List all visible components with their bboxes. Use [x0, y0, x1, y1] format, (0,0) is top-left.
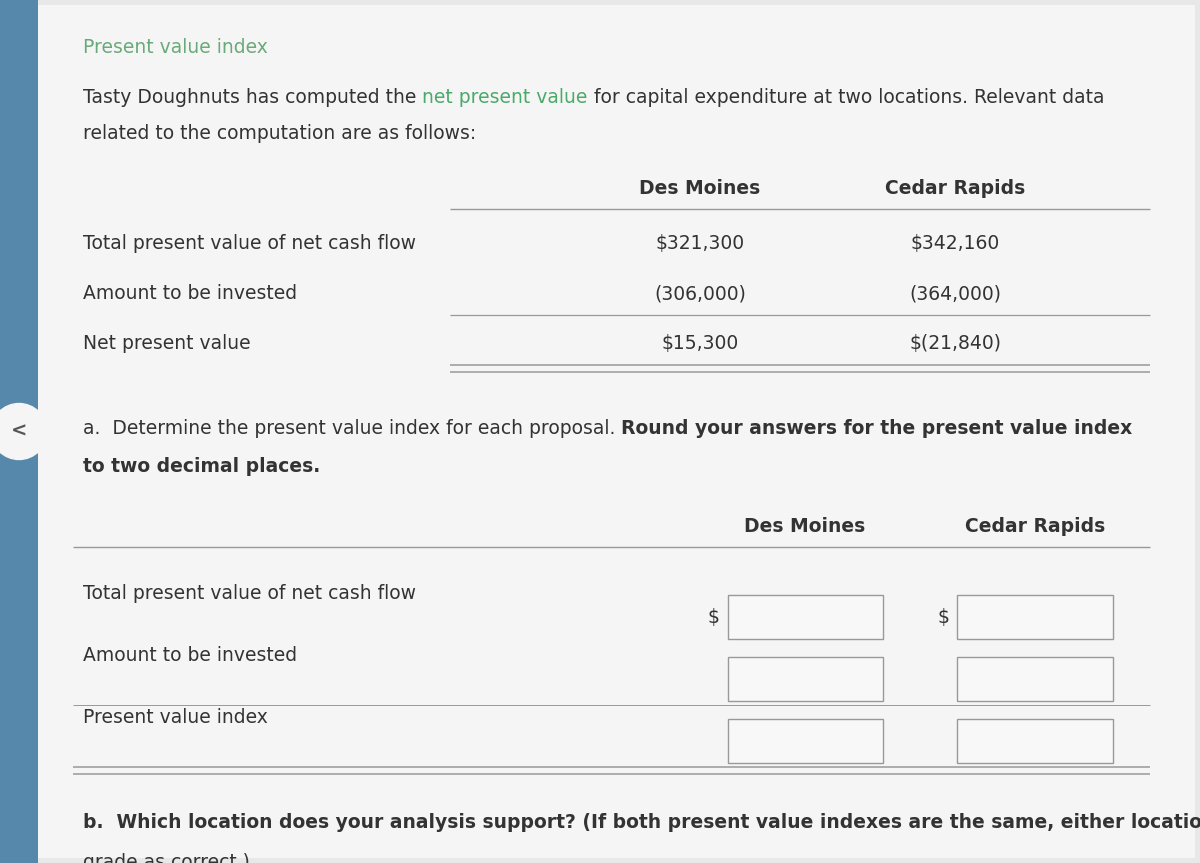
Text: a.  Determine the present value index for each proposal.: a. Determine the present value index for… [83, 419, 622, 438]
Text: $15,300: $15,300 [661, 334, 739, 353]
Text: $: $ [937, 608, 949, 627]
Text: Des Moines: Des Moines [640, 179, 761, 198]
Text: $(21,840): $(21,840) [910, 334, 1001, 353]
Text: Cedar Rapids: Cedar Rapids [965, 517, 1105, 536]
Bar [727, 595, 882, 639]
Bar [958, 595, 1112, 639]
Text: Total present value of net cash flow: Total present value of net cash flow [83, 584, 416, 603]
Text: Cedar Rapids: Cedar Rapids [884, 179, 1025, 198]
Bar [727, 657, 882, 701]
Text: Net present value: Net present value [83, 334, 251, 353]
Bar [0, 0, 38, 863]
Text: net present value: net present value [422, 88, 588, 107]
Text: grade as correct.): grade as correct.) [83, 853, 250, 863]
Text: $321,300: $321,300 [655, 234, 744, 253]
Text: b.  Which location does your analysis support? (If both present value indexes ar: b. Which location does your analysis sup… [83, 813, 1200, 832]
Text: (306,000): (306,000) [654, 284, 746, 303]
Text: for capital expenditure at two locations. Relevant data: for capital expenditure at two locations… [588, 88, 1104, 107]
Text: <: < [11, 422, 28, 441]
Text: $: $ [708, 608, 720, 627]
Bar [958, 657, 1112, 701]
Text: to two decimal places.: to two decimal places. [83, 457, 320, 476]
Bar [958, 719, 1112, 763]
Text: Amount to be invested: Amount to be invested [83, 646, 298, 665]
Text: Amount to be invested: Amount to be invested [83, 284, 298, 303]
Text: Round your answers for the present value index: Round your answers for the present value… [622, 419, 1133, 438]
Text: (364,000): (364,000) [910, 284, 1001, 303]
Text: Present value index: Present value index [83, 38, 268, 57]
Text: Tasty Doughnuts has computed the: Tasty Doughnuts has computed the [83, 88, 422, 107]
Text: Total present value of net cash flow: Total present value of net cash flow [83, 234, 416, 253]
Text: related to the computation are as follows:: related to the computation are as follow… [83, 124, 476, 143]
Circle shape [0, 404, 47, 459]
Text: Des Moines: Des Moines [744, 517, 865, 536]
Bar [727, 719, 882, 763]
Text: $342,160: $342,160 [911, 234, 1000, 253]
Text: Present value index: Present value index [83, 708, 268, 727]
